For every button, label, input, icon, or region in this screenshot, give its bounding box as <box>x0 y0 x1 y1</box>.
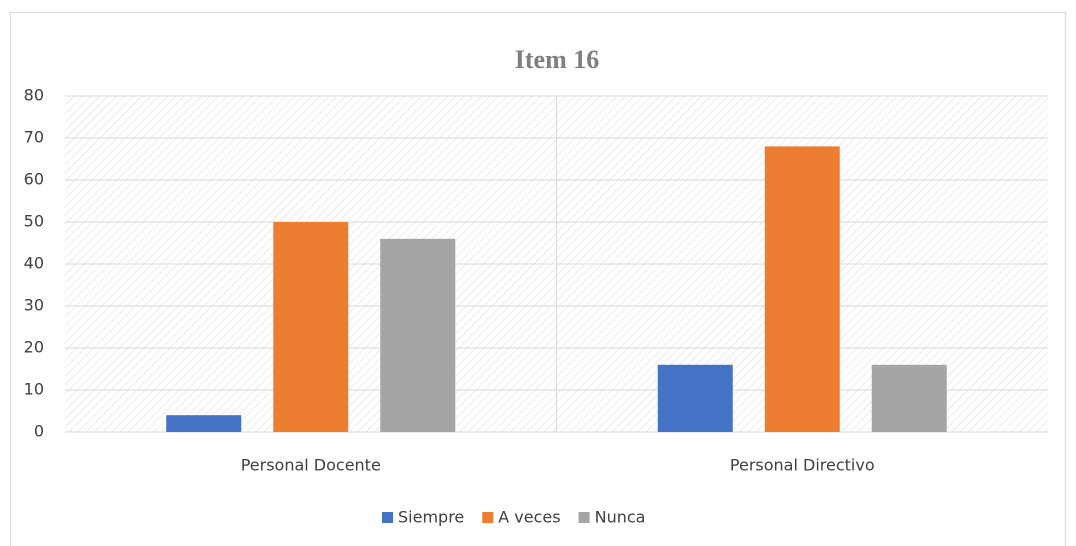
legend-swatch <box>382 512 393 523</box>
y-tick-label: 60 <box>24 170 44 189</box>
bar <box>764 146 840 432</box>
chart-title: Item 16 <box>515 45 599 74</box>
x-tick-label: Personal Directivo <box>730 456 875 475</box>
y-tick-label: 10 <box>24 380 44 399</box>
legend-swatch <box>482 512 494 523</box>
legend-label: Siempre <box>398 508 464 527</box>
bar <box>871 364 947 432</box>
x-tick-label: Personal Docente <box>241 456 381 475</box>
legend-label: A veces <box>498 508 560 527</box>
y-tick-label: 30 <box>24 296 44 315</box>
y-tick-label: 0 <box>34 422 44 441</box>
bar <box>380 238 456 432</box>
legend-swatch <box>578 512 590 523</box>
bar <box>166 415 242 432</box>
y-tick-label: 40 <box>24 254 44 273</box>
bar <box>273 222 349 432</box>
y-tick-label: 80 <box>24 86 44 105</box>
y-tick-label: 50 <box>24 212 44 231</box>
y-tick-label: 70 <box>24 128 44 147</box>
y-tick-label: 20 <box>24 338 44 357</box>
legend-label: Nunca <box>595 508 646 527</box>
bar <box>657 364 733 432</box>
